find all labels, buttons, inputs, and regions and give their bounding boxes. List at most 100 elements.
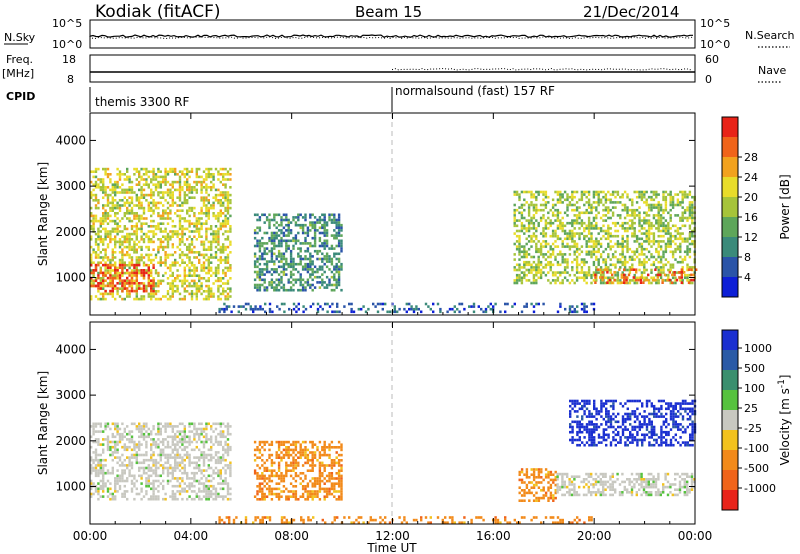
data-cell xyxy=(691,240,694,243)
data-cell xyxy=(638,276,641,280)
data-cell xyxy=(408,307,411,311)
data-cell xyxy=(285,464,288,467)
data-cell xyxy=(159,222,162,225)
data-cell xyxy=(174,279,177,283)
data-cell xyxy=(494,302,497,306)
data-cell xyxy=(116,232,119,236)
data-cell xyxy=(130,248,134,251)
data-cell xyxy=(633,273,636,277)
data-cell xyxy=(198,466,201,470)
data-cell xyxy=(214,232,218,236)
data-cell xyxy=(178,482,182,485)
data-cell xyxy=(273,286,276,289)
data-cell xyxy=(145,217,148,220)
data-cell xyxy=(556,263,560,267)
data-cell xyxy=(263,247,266,250)
data-cell xyxy=(202,443,206,446)
data-cell xyxy=(561,260,564,264)
data-cell xyxy=(592,216,596,220)
data-cell xyxy=(681,201,684,204)
data-cell xyxy=(655,227,658,230)
data-cell xyxy=(263,278,266,282)
data-cell xyxy=(135,183,138,186)
data-cell xyxy=(200,243,203,246)
nsearch-right-label: N.Search xyxy=(745,29,795,42)
data-cell xyxy=(135,479,138,483)
data-cell xyxy=(128,271,131,275)
data-cell xyxy=(169,495,172,498)
data-cell xyxy=(645,260,648,264)
data-cell xyxy=(94,438,98,441)
data-cell xyxy=(159,217,162,220)
data-cell xyxy=(657,242,660,246)
data-cell xyxy=(159,201,162,205)
data-cell xyxy=(121,438,124,441)
data-cell xyxy=(325,255,329,258)
data-cell xyxy=(518,240,521,243)
data-cell xyxy=(258,268,262,271)
data-cell xyxy=(229,193,232,197)
data-cell xyxy=(183,193,186,197)
data-cell xyxy=(188,243,191,246)
data-cell xyxy=(224,477,227,480)
data-cell xyxy=(253,262,257,266)
data-cell xyxy=(193,264,196,267)
data-cell xyxy=(162,451,165,454)
data-cell xyxy=(683,258,687,261)
data-cell xyxy=(118,219,122,223)
data-cell xyxy=(188,225,191,228)
data-cell xyxy=(210,425,213,428)
data-cell xyxy=(263,242,266,245)
data-cell xyxy=(640,190,644,194)
data-cell xyxy=(559,224,562,228)
data-cell xyxy=(639,281,643,284)
data-cell xyxy=(145,167,148,171)
data-cell xyxy=(193,466,196,470)
data-cell xyxy=(316,310,320,314)
data-cell xyxy=(568,195,572,199)
data-cell xyxy=(304,286,307,289)
data-cell xyxy=(674,247,677,251)
data-cell xyxy=(162,295,165,298)
data-cell xyxy=(130,261,134,264)
data-cell xyxy=(121,477,124,480)
nsky-trace xyxy=(89,34,694,40)
data-cell xyxy=(282,273,286,276)
data-cell xyxy=(121,461,124,465)
data-cell xyxy=(94,425,98,428)
data-cell xyxy=(633,214,636,217)
data-cell xyxy=(97,297,100,301)
data-cell xyxy=(171,264,174,267)
data-cell xyxy=(207,240,210,244)
data-cell xyxy=(140,175,143,179)
data-cell xyxy=(126,240,129,244)
data-cell xyxy=(147,479,150,483)
data-cell xyxy=(571,234,574,238)
data-cell xyxy=(683,276,687,280)
data-cell xyxy=(157,479,160,483)
data-cell xyxy=(652,237,656,241)
data-cell xyxy=(178,490,182,493)
data-cell xyxy=(210,253,213,257)
data-cell xyxy=(530,263,533,267)
data-cell xyxy=(202,266,206,270)
data-cell xyxy=(585,227,588,230)
data-cell xyxy=(226,292,230,296)
data-cell xyxy=(102,214,105,218)
data-cell xyxy=(94,277,98,280)
data-cell xyxy=(135,274,138,277)
data-cell xyxy=(335,278,338,282)
data-cell xyxy=(659,268,663,272)
data-cell xyxy=(118,238,122,241)
data-cell xyxy=(183,427,186,431)
data-cell xyxy=(616,276,620,280)
data-cell xyxy=(104,256,107,259)
data-cell xyxy=(328,283,331,287)
data-cell xyxy=(287,453,290,457)
data-cell xyxy=(222,175,225,179)
data-cell xyxy=(292,257,295,261)
data-cell xyxy=(325,231,329,235)
data-cell xyxy=(178,422,182,426)
data-cell xyxy=(126,199,129,202)
